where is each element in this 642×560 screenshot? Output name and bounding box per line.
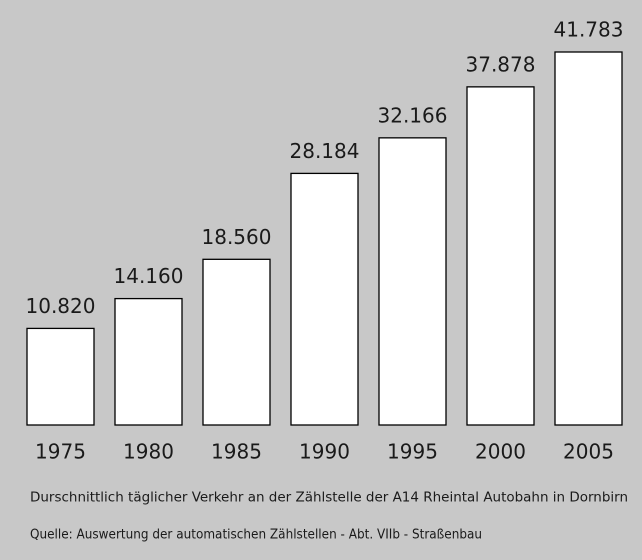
- x-tick-label: 2005: [563, 440, 614, 464]
- x-tick-label: 1995: [387, 440, 438, 464]
- bar: [26, 327, 95, 426]
- bar: [202, 258, 271, 426]
- value-label: 32.166: [378, 103, 448, 127]
- bar: [466, 86, 535, 426]
- bar: [290, 172, 359, 426]
- caption: Durschnittlich täglicher Verkehr an der …: [30, 491, 628, 506]
- value-label: 41.783: [554, 18, 624, 42]
- value-label: 37.878: [466, 52, 536, 76]
- bar: [554, 51, 623, 426]
- value-label: 18.560: [202, 225, 272, 249]
- source: Quelle: Auswertung der automatischen Zäh…: [30, 528, 482, 543]
- value-label: 10.820: [26, 294, 96, 318]
- bar: [378, 137, 447, 426]
- value-label: 28.184: [290, 139, 360, 163]
- value-label: 14.160: [114, 264, 184, 288]
- bar: [114, 297, 183, 426]
- x-tick-label: 2000: [475, 440, 526, 464]
- x-tick-label: 1980: [123, 440, 174, 464]
- x-tick-label: 1985: [211, 440, 262, 464]
- x-tick-label: 1975: [35, 440, 86, 464]
- x-tick-label: 1990: [299, 440, 350, 464]
